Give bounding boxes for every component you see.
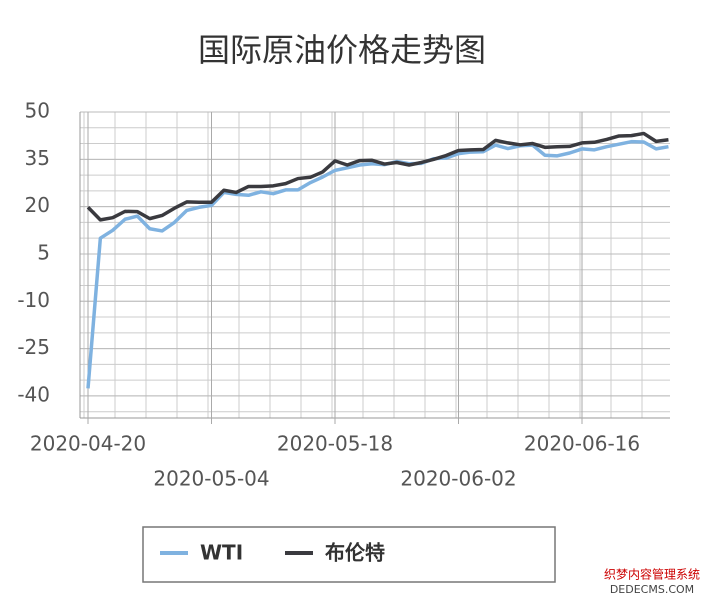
y-tick-label: 20	[25, 193, 50, 217]
watermark: 织梦内容管理系统	[604, 567, 700, 582]
y-tick-label: 35	[25, 146, 50, 170]
x-tick-label: 2020-06-02	[400, 467, 516, 491]
y-tick-label: -40	[17, 382, 50, 406]
y-tick-label: -25	[17, 335, 50, 359]
chart-title: 国际原油价格走势图	[198, 31, 486, 69]
watermark: DEDECMS.COM	[610, 583, 694, 596]
legend-label: WTI	[200, 541, 243, 565]
x-tick-label: 2020-04-20	[30, 432, 146, 456]
legend-box	[142, 526, 556, 583]
series-line	[86, 139, 669, 389]
x-tick-label: 2020-06-16	[524, 432, 640, 456]
x-tick-label: 2020-05-04	[153, 467, 269, 491]
y-tick-label: 50	[25, 99, 50, 123]
y-tick-label: -10	[17, 288, 50, 312]
y-tick-label: 5	[37, 240, 50, 264]
series-line	[86, 131, 669, 222]
legend-label: 布伦特	[325, 541, 385, 565]
x-tick-label: 2020-05-18	[277, 432, 393, 456]
